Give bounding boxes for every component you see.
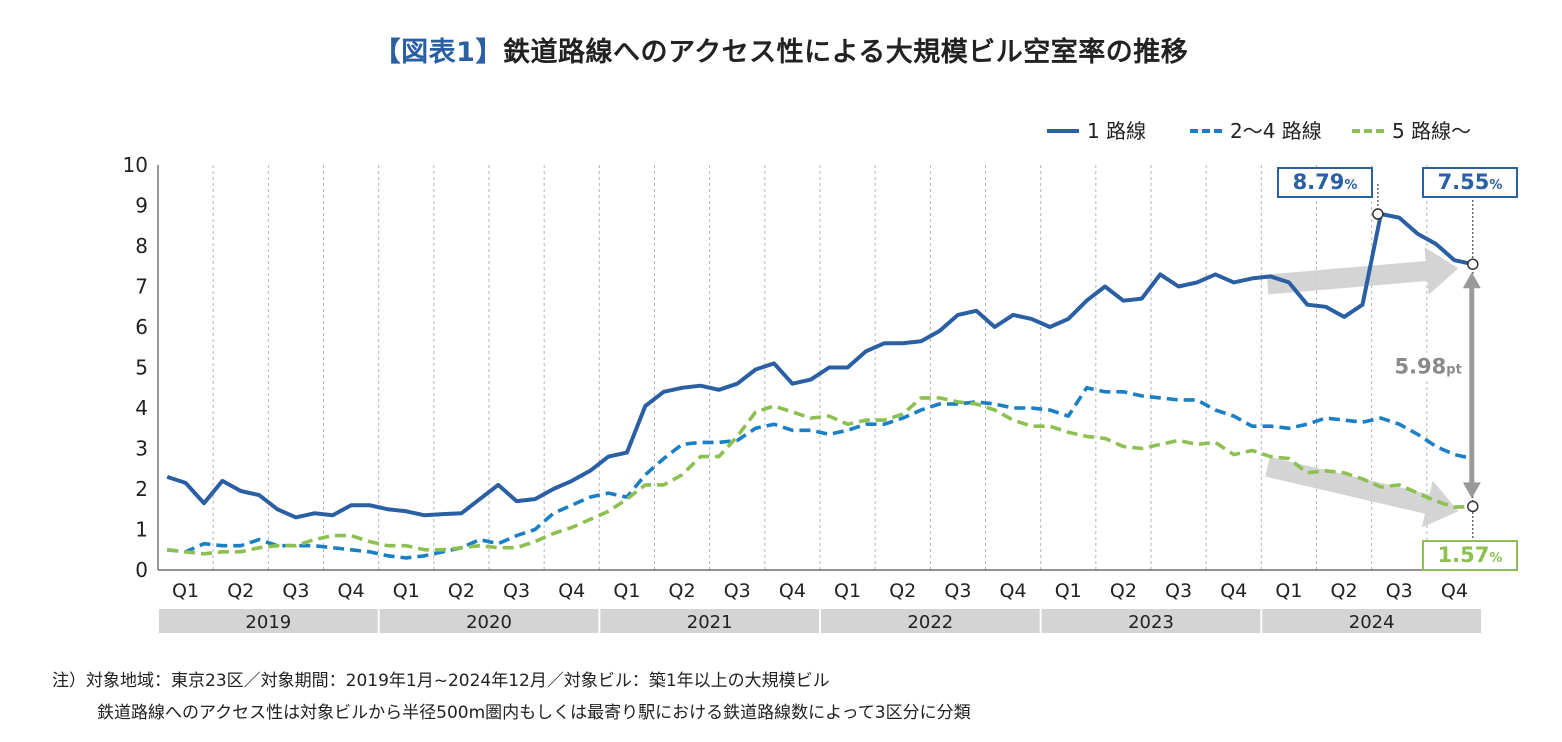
gap-arrow-head-bottom xyxy=(1462,482,1481,499)
chart-title-main: 鉄道路線へのアクセス性による大規模ビル空室率の推移 xyxy=(502,37,1189,68)
line-chart: 0 1 2 3 4 5 6 7 8 9 10 Q1 Q2 Q3 Q4 Q1 Q2 Q3 Q4 Q1 Q2 Q3 Q4 Q1 Q2… xyxy=(123,119,1518,633)
legend-label-3: 5 路線〜 xyxy=(1392,119,1471,143)
x-quarter-label: Q2 xyxy=(227,580,254,602)
y-tick-label: 4 xyxy=(135,396,148,420)
year-label: 2022 xyxy=(907,612,953,633)
y-tick-label: 9 xyxy=(135,194,148,218)
y-tick-label: 10 xyxy=(123,153,148,177)
upper-trend-arrow xyxy=(1266,247,1459,295)
grid xyxy=(212,165,1428,570)
trend-arrows xyxy=(1265,247,1459,528)
year-band xyxy=(600,609,819,633)
series-line-3 xyxy=(167,396,1473,556)
end1-value-box-frame xyxy=(1422,167,1518,198)
x-quarter-label: Q3 xyxy=(724,580,751,602)
axes: 0 1 2 3 4 5 6 7 8 9 10 Q1 Q2 Q3 Q4 Q1 Q2 Q3 Q4 Q1 Q2 Q3 Q4 Q1 Q2… xyxy=(123,153,1482,633)
year-label: 2021 xyxy=(687,612,733,633)
year-label: 2020 xyxy=(466,612,512,633)
x-quarter-label: Q4 xyxy=(338,580,365,602)
series-line-2 xyxy=(167,386,1474,560)
year-band xyxy=(1262,609,1481,633)
end1-marker xyxy=(1467,258,1479,270)
note-line-2: 鉄道路線へのアクセス性は対象ビルから半径500m圏内もしくは最寄り駅における鉄道… xyxy=(97,703,971,723)
x-quarter-label: Q2 xyxy=(1110,580,1137,602)
x-quarter-label: Q4 xyxy=(1220,580,1247,602)
year-band xyxy=(821,609,1040,633)
gap-label-bg xyxy=(1392,352,1464,381)
x-quarter-label: Q3 xyxy=(1386,580,1413,602)
series-line-1 xyxy=(166,212,1474,520)
x-quarter-label: Q1 xyxy=(613,580,640,602)
x-quarter-label: Q2 xyxy=(889,580,916,602)
y-tick-label: 7 xyxy=(135,275,148,299)
x-quarter-label: Q2 xyxy=(448,580,475,602)
x-quarter-label: Q3 xyxy=(282,580,309,602)
end1-value-box: 7.55% xyxy=(1422,167,1518,198)
end3-value-box-unit: % xyxy=(1489,551,1502,566)
year-label: 2024 xyxy=(1349,612,1395,633)
y-tick-label: 5 xyxy=(135,356,148,380)
legend-label-2: 2〜4 路線 xyxy=(1230,119,1322,143)
series-lines xyxy=(166,212,1474,560)
year-band xyxy=(159,609,378,633)
y-tick-label: 6 xyxy=(135,315,148,339)
y-tick-label: 8 xyxy=(135,234,148,258)
x-quarter-label: Q3 xyxy=(944,580,971,602)
gap-label-unit: pt xyxy=(1446,363,1462,378)
end1-value-box-unit: % xyxy=(1489,178,1502,193)
y-tick-label: 3 xyxy=(135,437,148,461)
x-quarter-label: Q3 xyxy=(503,580,530,602)
x-quarter-label: Q4 xyxy=(1000,580,1027,602)
end3-value-box-frame xyxy=(1422,540,1518,571)
x-quarter-label: Q1 xyxy=(834,580,861,602)
y-tick-label: 1 xyxy=(135,518,148,542)
end3-marker xyxy=(1467,500,1479,513)
x-quarter-label: Q1 xyxy=(1055,580,1082,602)
peak-value-box-unit: % xyxy=(1344,178,1357,193)
x-quarter-label: Q1 xyxy=(1275,580,1302,602)
peak-marker xyxy=(1372,208,1384,220)
x-quarter-label: Q4 xyxy=(779,580,806,602)
peak-value-box: 8.79% xyxy=(1277,167,1373,198)
year-band xyxy=(379,609,599,633)
note-line-1: 注）対象地域：東京23区／対象期間：2019年1月~2024年12月／対象ビル：… xyxy=(52,671,830,691)
lower-trend-arrow xyxy=(1265,456,1459,528)
x-quarter-label: Q3 xyxy=(1165,580,1192,602)
peak-value-box-frame xyxy=(1277,167,1373,198)
x-quarter-label: Q1 xyxy=(393,580,420,602)
legend: 1 路線 2〜4 路線 5 路線〜 xyxy=(1047,119,1471,143)
gap-arrow-head-top xyxy=(1462,272,1481,289)
x-quarter-label: Q1 xyxy=(172,580,199,602)
legend-label-1: 1 路線 xyxy=(1087,119,1146,143)
y-tick-label: 2 xyxy=(135,477,148,501)
x-quarter-label: Q4 xyxy=(1441,580,1468,602)
y-tick-label: 0 xyxy=(135,558,148,582)
year-band xyxy=(1041,609,1261,633)
x-quarter-label: Q2 xyxy=(669,580,696,602)
x-quarter-label: Q2 xyxy=(1331,580,1358,602)
year-label: 2019 xyxy=(245,612,291,633)
x-quarter-label: Q4 xyxy=(558,580,585,602)
chart-title-bracket: 【図表1】 xyxy=(373,37,503,68)
chart-title: 【図表1】鉄道路線へのアクセス性による大規模ビル空室率の推移 xyxy=(0,30,1562,69)
end3-value-box: 1.57% xyxy=(1422,540,1518,571)
year-label: 2023 xyxy=(1128,612,1174,633)
